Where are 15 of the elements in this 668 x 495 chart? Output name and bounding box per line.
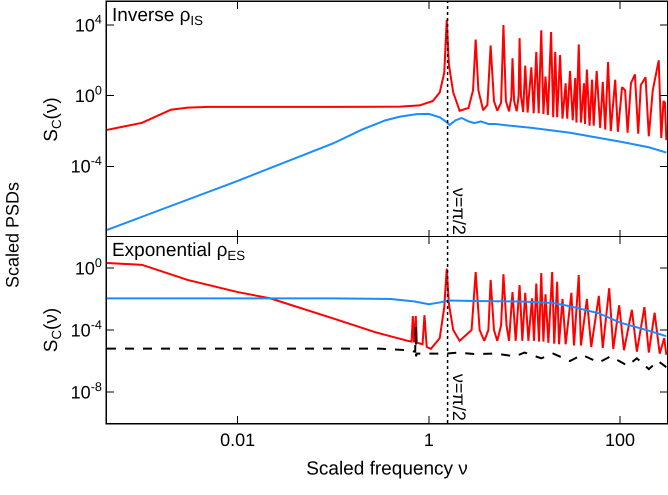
x-tick-label: 0.01 <box>220 430 256 450</box>
x-tick-label: 1 <box>424 430 434 450</box>
x-axis-title: Scaled frequency ν <box>306 458 468 480</box>
y-tick-label: 10$^{-8}$ <box>70 380 102 402</box>
chart-title: Exponential ρ$_{ES}$ <box>112 240 246 263</box>
text: Scaled PSDs <box>2 182 24 288</box>
chart-title: Inverse ρ$_{IS}$ <box>112 5 204 28</box>
y-tick-label: 10$^{0}$ <box>74 256 102 278</box>
x-tick-label: 100 <box>605 430 636 450</box>
y-tick-label: 10$^{4}$ <box>74 12 102 36</box>
y-tick-label: 10$^{-4}$ <box>70 318 102 340</box>
y-tick-label: 10$^{-4}$ <box>70 154 102 177</box>
ref-line-label: ν=π/2 <box>449 188 470 235</box>
ref-line-label: ν=π/2 <box>449 374 470 421</box>
y-tick-label: 10$^{0}$ <box>74 83 102 106</box>
